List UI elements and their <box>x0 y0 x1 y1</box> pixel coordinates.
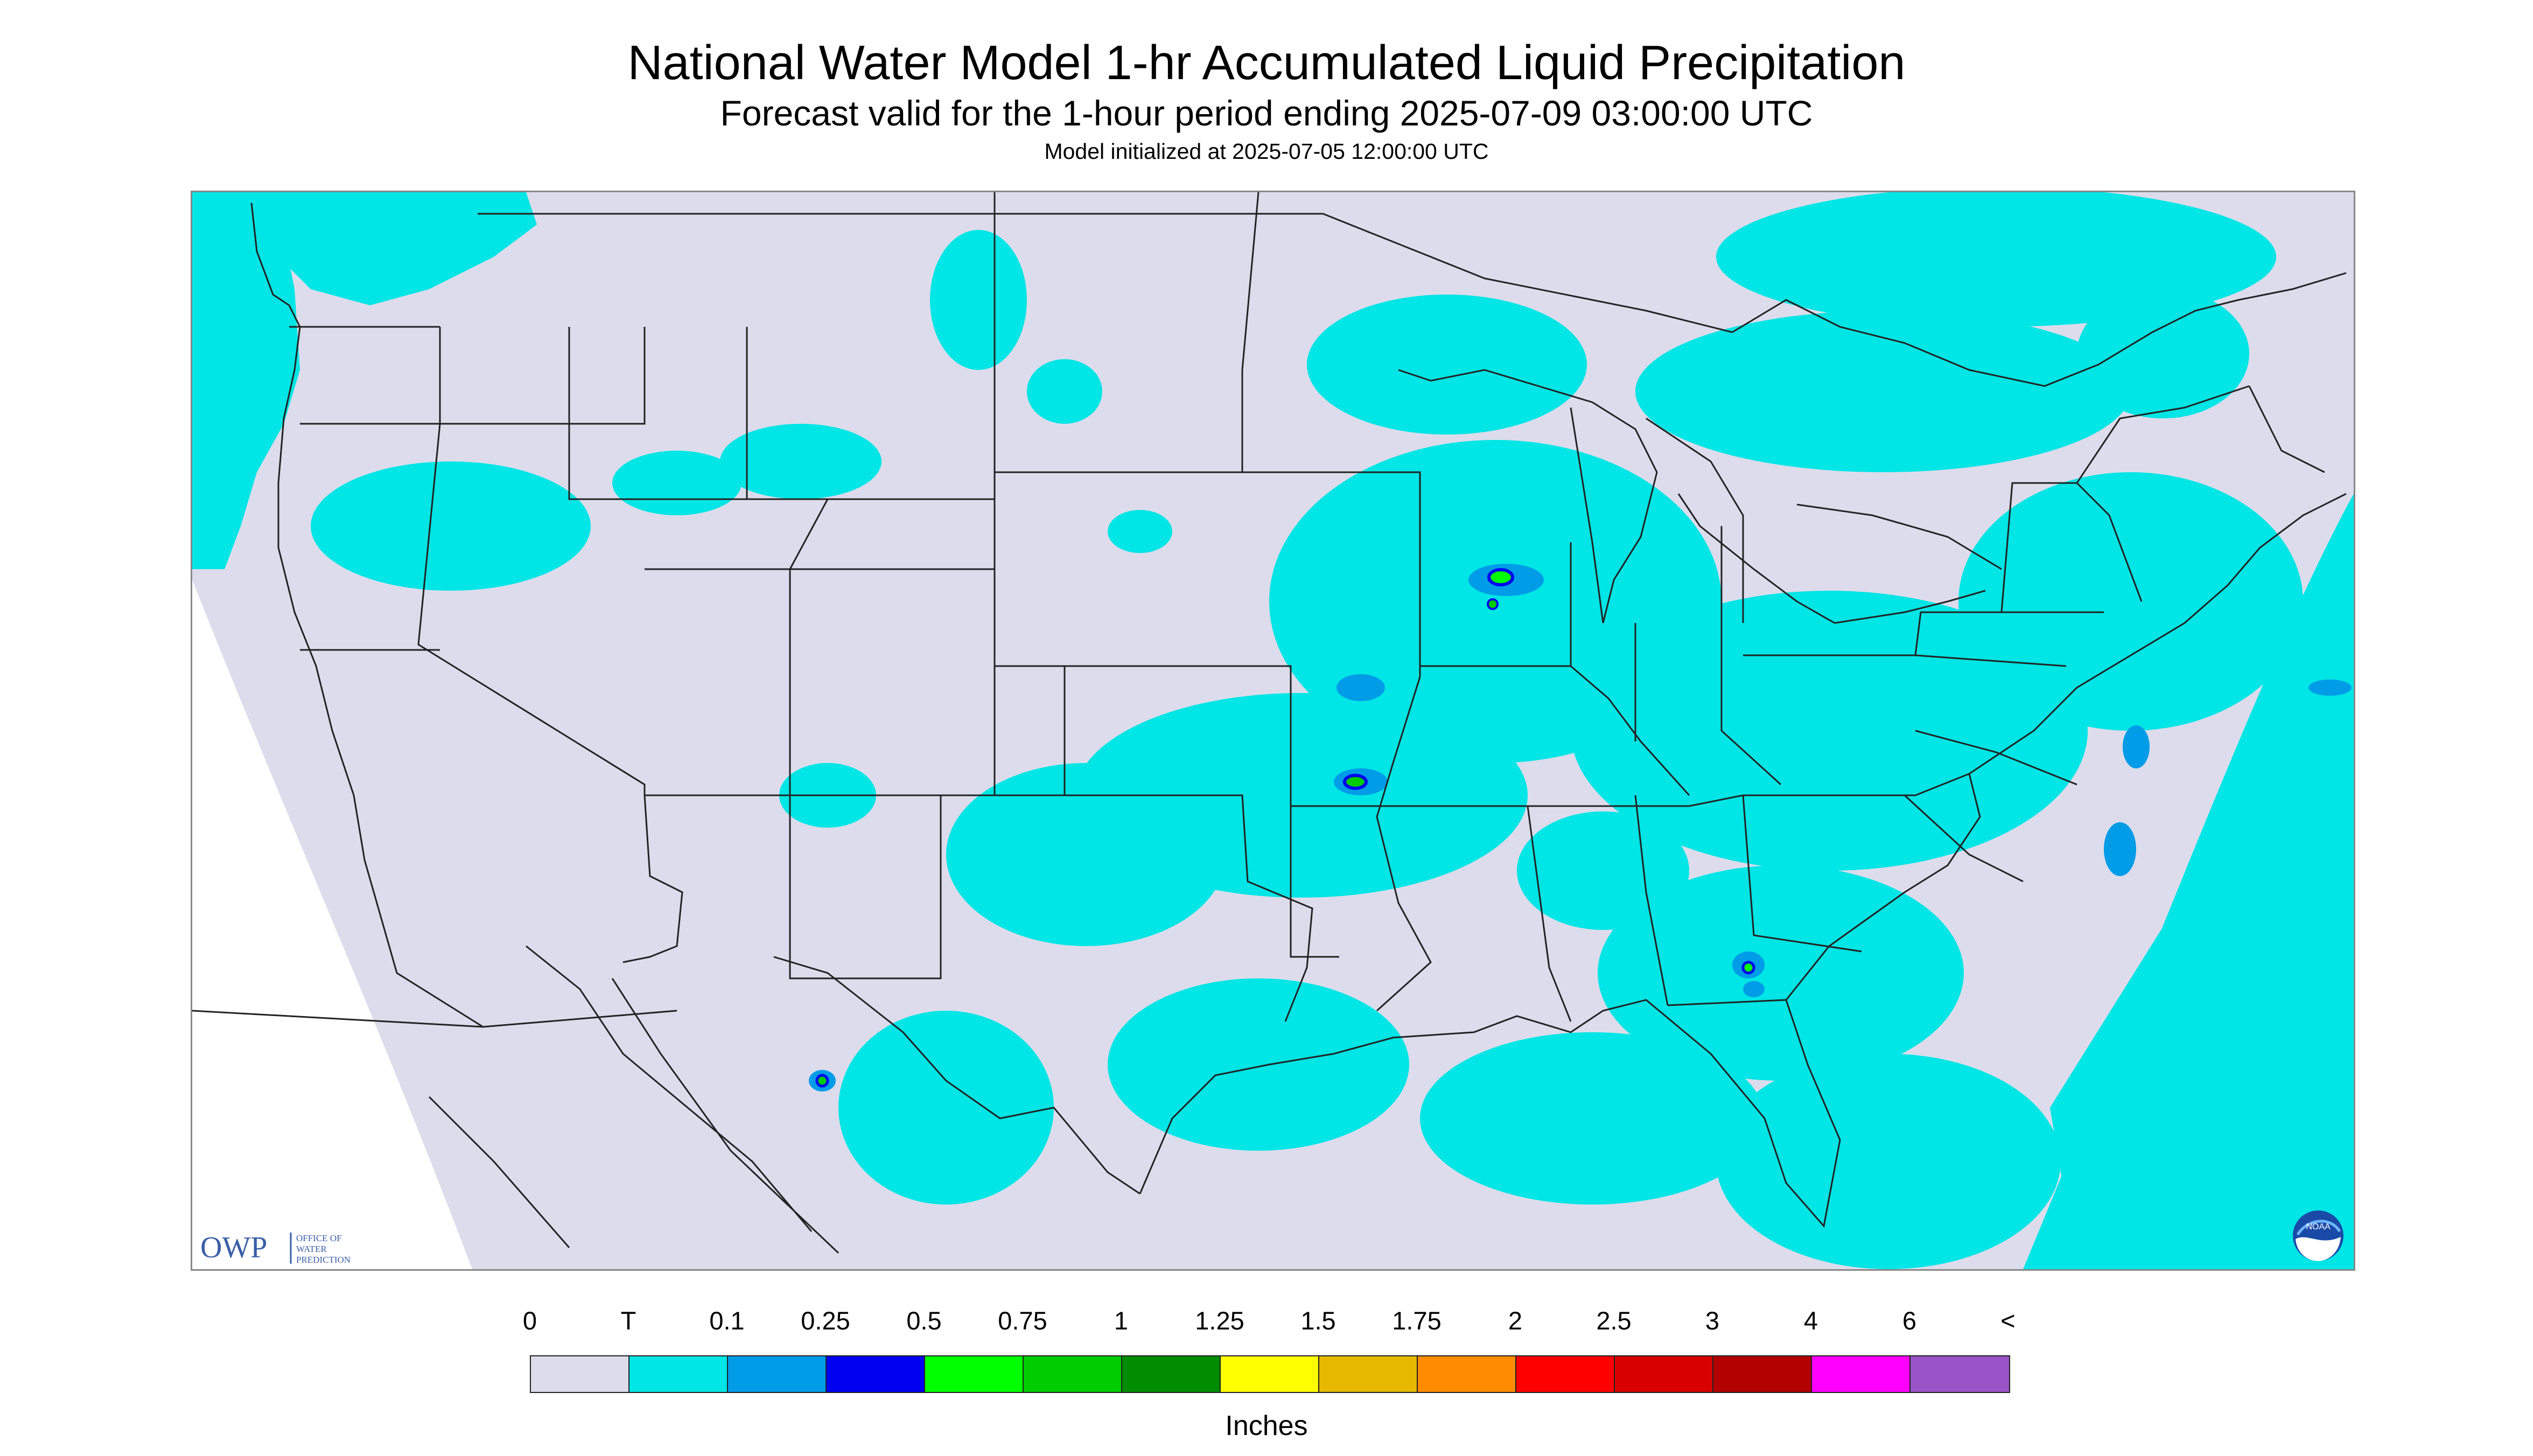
legend-swatch <box>629 1356 728 1392</box>
legend-label: 4 <box>1803 1306 1818 1335</box>
legend-swatch <box>1713 1356 1812 1392</box>
legend-swatch <box>728 1356 827 1392</box>
model-init-line: Model initialized at 2025-07-05 12:00:00… <box>1044 139 1489 164</box>
legend-swatch <box>1812 1356 1911 1392</box>
legend-label: 0.25 <box>801 1306 850 1335</box>
noaa-logo: NOAA <box>2293 1210 2343 1261</box>
intense-precip-cells <box>815 568 1755 1088</box>
owp-mark: OWP <box>200 1231 267 1264</box>
legend-colorbar <box>530 1355 2010 1393</box>
legend-label: 2 <box>1508 1306 1523 1335</box>
legend-label: 6 <box>1902 1306 1917 1335</box>
legend-swatch <box>1122 1356 1221 1392</box>
legend-swatch <box>1911 1356 2009 1392</box>
legend-swatch <box>1615 1356 1713 1392</box>
legend-units: Inches <box>1225 1410 1308 1441</box>
legend-swatch <box>1319 1356 1418 1392</box>
precipitation-map <box>192 192 2354 1269</box>
legend-swatch <box>531 1356 629 1392</box>
forecast-valid-subtitle: Forecast valid for the 1-hour period end… <box>720 93 1813 133</box>
legend-swatch <box>1418 1356 1516 1392</box>
owp-logo: OWP OFFICE OF WATER PREDICTION <box>200 1231 351 1265</box>
legend-label: 1.5 <box>1300 1306 1336 1335</box>
legend-label: 3 <box>1705 1306 1720 1335</box>
legend-label: 0 <box>522 1306 537 1335</box>
legend-label: 0.75 <box>998 1306 1047 1335</box>
legend-label: 1.25 <box>1195 1306 1244 1335</box>
owp-line-3: PREDICTION <box>296 1255 351 1265</box>
state-and-country-boundaries <box>192 192 2347 1254</box>
legend-label: < <box>2000 1306 2016 1335</box>
legend-swatch <box>925 1356 1024 1392</box>
map-frame <box>191 191 2355 1271</box>
legend-label: T <box>620 1306 636 1335</box>
legend-label: 1.75 <box>1392 1306 1442 1335</box>
legend-label: 2.5 <box>1596 1306 1632 1335</box>
legend-label: 0.1 <box>709 1306 745 1335</box>
legend-swatch <box>1221 1356 1319 1392</box>
owp-line-2: WATER <box>296 1244 327 1254</box>
legend-label: 0.5 <box>906 1306 942 1335</box>
map-title: National Water Model 1-hr Accumulated Li… <box>627 36 1906 90</box>
legend-swatch <box>1516 1356 1615 1392</box>
legend-labels: 0 T 0.1 0.25 0.5 0.75 1 1.25 1.5 1.75 2 2.5 3 4 6 < <box>0 1306 2533 1343</box>
legend-label: 1 <box>1114 1306 1129 1335</box>
legend-swatch <box>1024 1356 1122 1392</box>
noaa-text: NOAA <box>2306 1222 2331 1231</box>
owp-line-1: OFFICE OF <box>296 1233 342 1243</box>
legend-swatch <box>827 1356 925 1392</box>
